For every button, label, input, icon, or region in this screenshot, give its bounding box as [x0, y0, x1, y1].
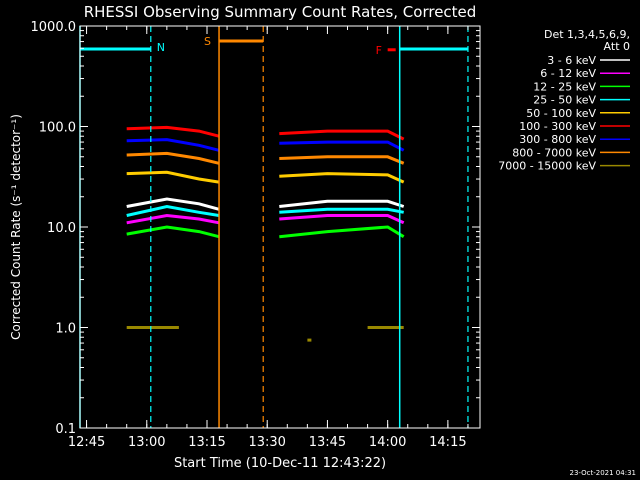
saa-label: S	[204, 35, 211, 48]
legend-label: 7000 - 15000 keV	[498, 160, 596, 173]
x-tick-label: 12:45	[68, 435, 105, 450]
y-tick-label: 1.0	[55, 322, 76, 337]
legend-label: 25 - 50 keV	[533, 94, 596, 107]
y-tick-label: 100.0	[39, 121, 76, 136]
y-tick-label: 0.1	[55, 422, 76, 437]
x-tick-label: 13:15	[188, 435, 225, 450]
y-tick-label: 10.0	[47, 221, 76, 236]
series-line	[279, 172, 405, 184]
legend-header-line-1: Det 1,3,4,5,6,9,	[544, 28, 630, 41]
series-line	[126, 151, 220, 165]
legend-label: 100 - 300 keV	[519, 120, 596, 133]
series-line	[279, 225, 405, 239]
series-line	[279, 214, 405, 225]
flare-label: F	[376, 44, 382, 57]
series-line	[126, 197, 220, 211]
series-line	[279, 155, 405, 165]
series-line	[279, 129, 405, 141]
series-layer	[126, 125, 405, 342]
series-line	[126, 138, 220, 152]
x-tick-label: 13:30	[248, 435, 285, 450]
night-label: N	[157, 41, 165, 54]
footer-date: 23-Oct-2021 04:31	[570, 469, 636, 477]
x-tick-label: 13:45	[309, 435, 346, 450]
y-axis-label: Corrected Count Rate (s⁻¹ detector⁻¹)	[9, 114, 23, 340]
x-tick-label: 13:00	[128, 435, 165, 450]
series-line	[126, 170, 220, 184]
legend-label: 3 - 6 keV	[547, 54, 596, 67]
x-tick-label: 14:00	[369, 435, 406, 450]
legend-label: 50 - 100 keV	[526, 107, 596, 120]
series-line	[126, 204, 220, 217]
legend-label: 6 - 12 keV	[540, 67, 596, 80]
legend-label: 300 - 800 keV	[519, 133, 596, 146]
x-axis-label: Start Time (10-Dec-11 12:43:22)	[174, 456, 386, 471]
series-line	[279, 199, 405, 208]
legend-label: 800 - 7000 keV	[512, 146, 596, 159]
axis-layer: 12:45 13:00 13:15 13:30 13:45 14:00 14:15 0.1 1.…	[31, 20, 480, 450]
series-line	[126, 125, 220, 138]
y-tick-label: 1000.0	[31, 20, 77, 35]
legend-header-line-2: Att 0	[604, 40, 630, 53]
series-line	[126, 213, 220, 225]
legend-label: 12 - 25 keV	[533, 80, 596, 93]
series-line	[126, 225, 220, 239]
x-tick-label: 14:15	[429, 435, 466, 450]
series-line	[279, 140, 405, 152]
series-line	[279, 207, 404, 214]
chart-title: RHESSI Observing Summary Count Rates, Co…	[84, 3, 477, 21]
